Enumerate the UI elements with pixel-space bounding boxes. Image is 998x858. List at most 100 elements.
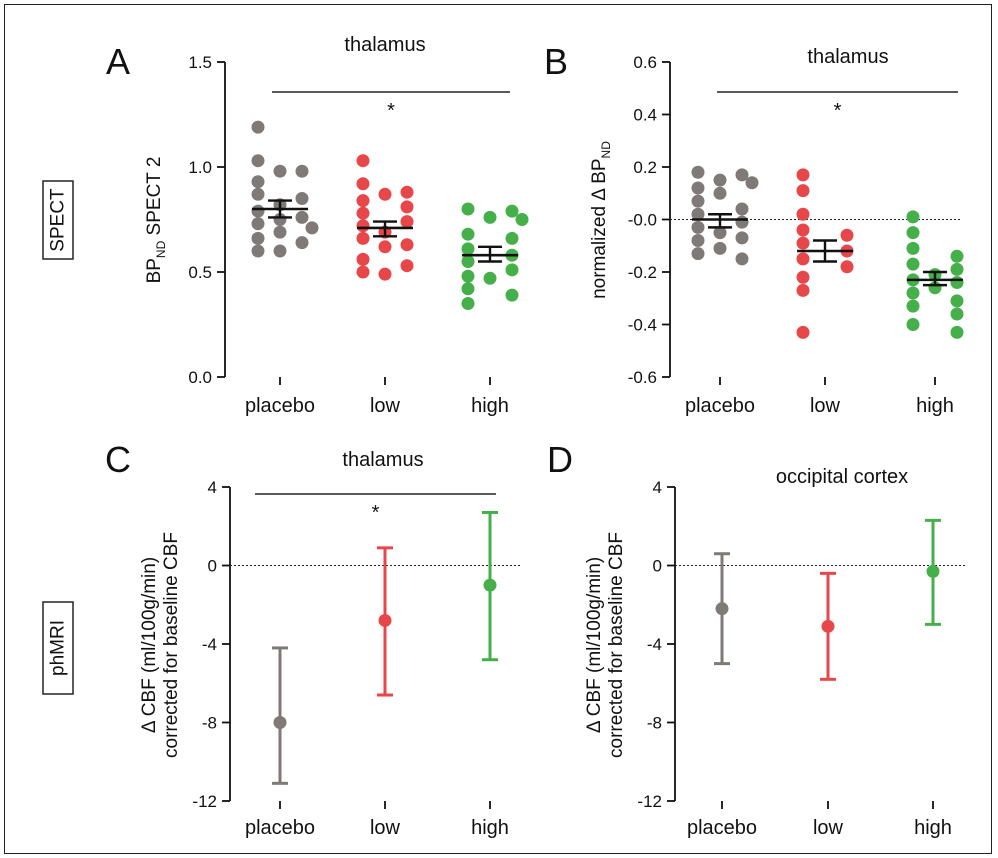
y-tick-label: 0.0 xyxy=(188,368,212,387)
data-point xyxy=(461,269,475,283)
series-low xyxy=(356,154,414,281)
mean-point xyxy=(715,602,729,616)
data-point xyxy=(305,221,319,235)
data-point xyxy=(906,241,920,255)
panel-letter: A xyxy=(106,41,130,82)
data-point xyxy=(796,236,810,250)
series-low xyxy=(820,571,836,681)
data-point xyxy=(906,210,920,224)
x-tick-label: placebo xyxy=(245,395,315,417)
y-tick-label: -0.4 xyxy=(628,316,657,335)
data-point xyxy=(251,187,265,201)
data-point xyxy=(796,270,810,284)
significance-star: * xyxy=(387,100,395,122)
y-axis-label-line2: corrected for baseline CBF xyxy=(606,532,627,758)
y-tick-label: -12 xyxy=(192,792,217,811)
data-point xyxy=(950,325,964,339)
data-point xyxy=(461,242,475,256)
series-low xyxy=(796,168,854,339)
series-placebo xyxy=(691,165,759,266)
data-point xyxy=(796,325,810,339)
data-point xyxy=(796,184,810,198)
data-point xyxy=(356,265,370,279)
row-label-phmri: phMRI xyxy=(42,601,74,695)
data-point xyxy=(906,318,920,331)
data-point xyxy=(796,223,810,237)
panel-title: thalamus xyxy=(342,449,423,471)
x-tick-label: low xyxy=(813,817,844,839)
figure-frame xyxy=(4,4,992,854)
data-point xyxy=(796,168,810,182)
data-point xyxy=(735,231,749,245)
data-point xyxy=(400,259,414,273)
data-point xyxy=(906,299,920,313)
y-tick-label: 1.5 xyxy=(188,53,212,72)
data-point xyxy=(356,194,370,208)
data-point xyxy=(378,187,392,201)
data-point xyxy=(461,282,475,296)
data-point xyxy=(906,286,920,300)
data-point xyxy=(251,231,265,245)
x-tick-label: high xyxy=(471,395,509,417)
data-point xyxy=(273,225,287,239)
data-point xyxy=(356,154,370,168)
row-label-text: phMRI xyxy=(48,620,69,676)
y-axis-label-line1: Δ CBF (ml/100g/min) xyxy=(139,557,160,733)
data-point xyxy=(251,204,265,218)
data-point xyxy=(356,231,370,245)
data-point xyxy=(950,249,964,263)
y-tick-label: -0.2 xyxy=(628,263,657,282)
series-high xyxy=(461,202,529,310)
data-point xyxy=(735,168,749,182)
data-point xyxy=(840,228,854,242)
data-point xyxy=(461,255,475,268)
y-tick-label: -8 xyxy=(202,714,217,733)
mean-point xyxy=(483,578,497,592)
y-axis-label-line2: corrected for baseline CBF xyxy=(161,532,182,758)
x-tick-label: high xyxy=(914,817,952,839)
data-point xyxy=(505,263,519,277)
panel-title: thalamus xyxy=(807,46,888,68)
y-axis-label: normalized Δ BPND xyxy=(589,141,613,299)
data-point xyxy=(691,165,705,179)
x-tick-label: high xyxy=(471,817,509,839)
mean-point xyxy=(926,564,940,578)
row-label-box xyxy=(42,601,74,695)
data-point xyxy=(356,219,370,233)
data-point xyxy=(691,181,705,195)
series-placebo xyxy=(714,552,730,666)
data-point xyxy=(713,241,727,255)
mean-point xyxy=(821,619,835,633)
data-point xyxy=(735,215,749,229)
data-point xyxy=(400,185,414,199)
x-tick-label: placebo xyxy=(685,395,755,417)
data-point xyxy=(796,207,810,221)
data-point xyxy=(251,244,265,258)
y-tick-label: -12 xyxy=(637,792,662,811)
data-point xyxy=(906,257,920,271)
data-point xyxy=(735,252,749,266)
y-tick-label: 0.4 xyxy=(633,106,657,125)
data-point xyxy=(505,204,519,218)
data-point xyxy=(906,226,920,240)
data-point xyxy=(691,220,705,234)
mean-point xyxy=(273,716,287,729)
y-tick-label: -8 xyxy=(647,714,662,733)
data-point xyxy=(713,226,727,240)
data-point xyxy=(691,207,705,221)
x-tick-label: low xyxy=(370,395,401,417)
data-point xyxy=(950,262,964,276)
data-point xyxy=(483,210,497,224)
y-tick-label: 0 xyxy=(208,557,217,576)
series-high xyxy=(482,511,498,662)
data-point xyxy=(461,227,475,241)
data-point xyxy=(400,200,414,214)
y-tick-label: -4 xyxy=(202,635,217,654)
significance-star: * xyxy=(372,502,380,524)
data-point xyxy=(295,236,309,250)
series-placebo xyxy=(251,120,319,258)
data-point xyxy=(400,215,414,229)
y-tick-label: 1.0 xyxy=(188,158,212,177)
